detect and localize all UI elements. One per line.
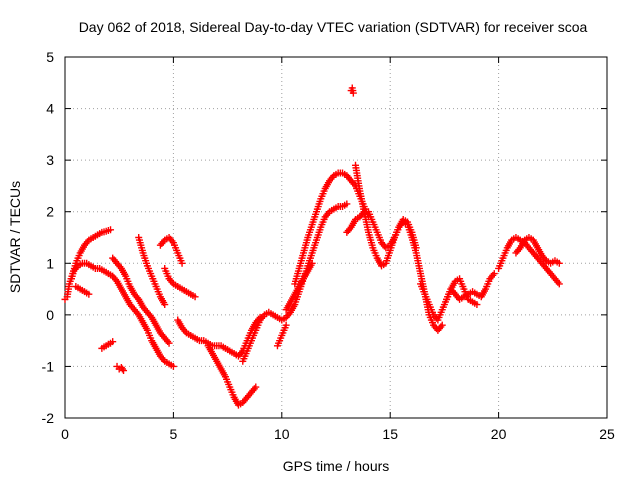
y-tick-label: 4 bbox=[46, 101, 54, 117]
y-tick-label: 5 bbox=[46, 49, 54, 65]
y-tick-label: 2 bbox=[46, 204, 54, 220]
data-point bbox=[438, 321, 446, 329]
data-point bbox=[161, 301, 169, 309]
data-point bbox=[282, 321, 290, 329]
x-axis-label: GPS time / hours bbox=[283, 458, 390, 474]
chart-title: Day 062 of 2018, Sidereal Day-to-day VTE… bbox=[79, 19, 588, 35]
y-tick-label: 0 bbox=[46, 307, 54, 323]
x-tick-label: 5 bbox=[170, 426, 178, 442]
data-point bbox=[555, 259, 563, 267]
x-tick-label: 20 bbox=[491, 426, 507, 442]
data-point bbox=[555, 280, 563, 288]
data-point bbox=[109, 338, 117, 346]
data-points bbox=[61, 84, 563, 409]
data-point bbox=[252, 383, 260, 391]
data-point bbox=[165, 339, 173, 347]
data-point bbox=[308, 259, 316, 267]
x-tick-label: 10 bbox=[274, 426, 290, 442]
y-tick-label: -1 bbox=[42, 358, 55, 374]
y-tick-label: -2 bbox=[42, 410, 55, 426]
data-point bbox=[107, 226, 115, 234]
data-point bbox=[349, 89, 357, 97]
x-tick-label: 0 bbox=[61, 426, 69, 442]
data-point bbox=[120, 367, 128, 375]
axis-ticks: 0 5 10 15 20 25 -2 -1 0 1 2 3 4 5 bbox=[42, 49, 615, 442]
data-point bbox=[178, 259, 186, 267]
plot-frame bbox=[64, 56, 608, 419]
data-point bbox=[118, 365, 126, 373]
data-point bbox=[191, 293, 199, 301]
y-axis-label: SDTVAR / TECUs bbox=[7, 181, 23, 293]
data-point bbox=[473, 301, 481, 309]
data-point bbox=[490, 270, 498, 278]
data-point bbox=[85, 290, 93, 298]
grid bbox=[65, 57, 607, 418]
y-tick-label: 1 bbox=[46, 255, 54, 271]
y-tick-label: 3 bbox=[46, 152, 54, 168]
data-point bbox=[343, 200, 351, 208]
x-tick-label: 25 bbox=[599, 426, 615, 442]
data-point bbox=[169, 362, 177, 370]
x-tick-label: 15 bbox=[382, 426, 398, 442]
